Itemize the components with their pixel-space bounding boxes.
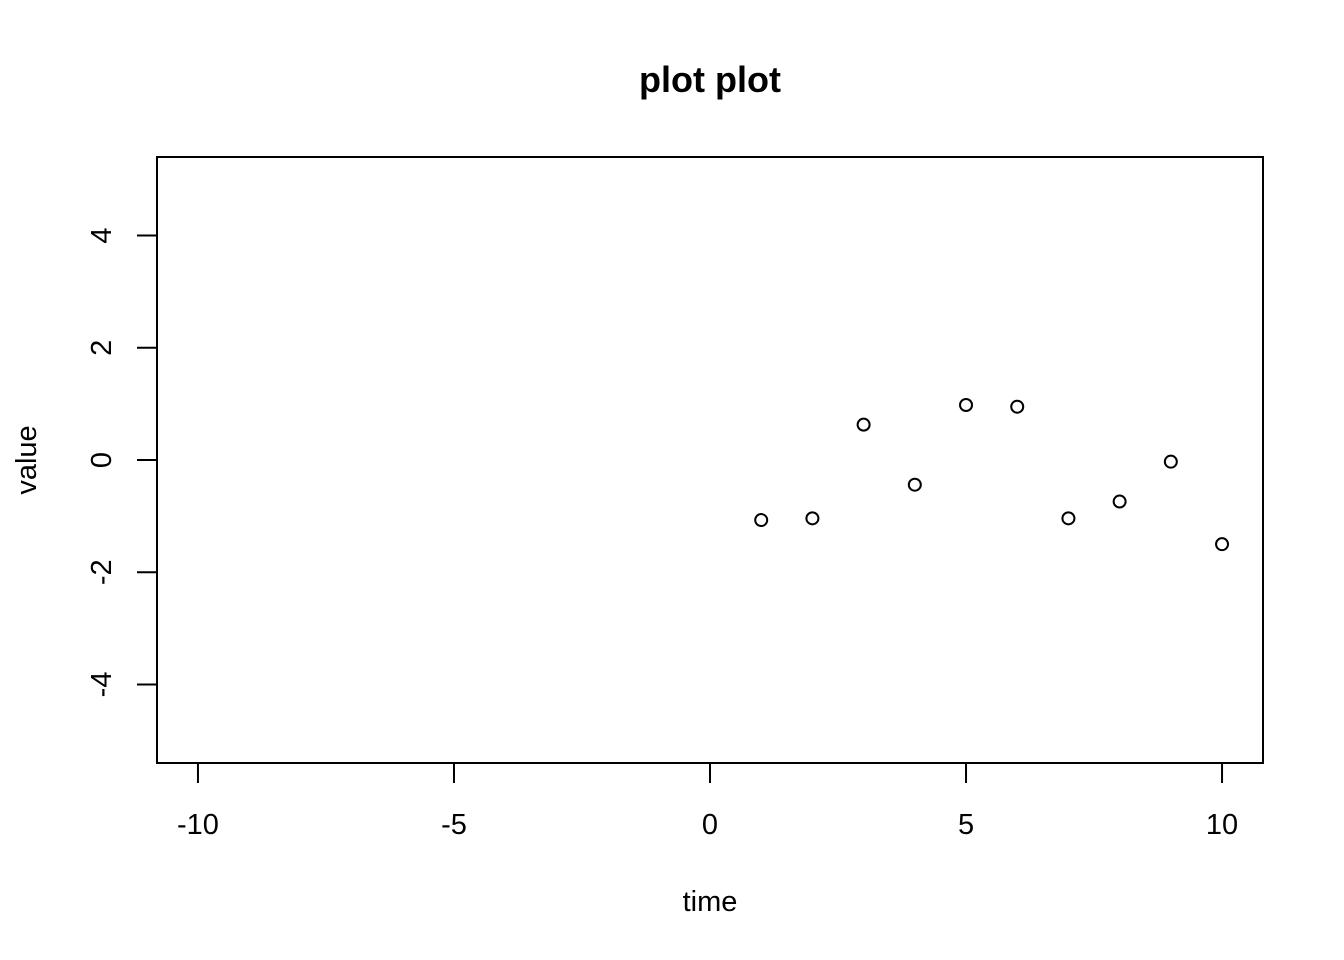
data-point <box>907 477 922 492</box>
y-tick-label: -4 <box>86 672 118 698</box>
data-point <box>959 398 974 413</box>
y-tick-label: 2 <box>86 340 118 356</box>
data-point <box>1010 399 1025 414</box>
data-point <box>1215 537 1230 552</box>
x-tick-label: -10 <box>177 809 219 841</box>
data-point <box>754 513 769 528</box>
y-axis: -4 -2 0 2 4 <box>86 227 158 698</box>
x-tick-label: 10 <box>1206 809 1238 841</box>
x-tick-label: 0 <box>702 809 718 841</box>
data-points <box>754 398 1230 552</box>
x-axis: -10 -5 0 5 10 <box>177 762 1238 841</box>
data-point <box>1163 454 1178 469</box>
data-point <box>856 417 871 432</box>
x-tick-label: 5 <box>958 809 974 841</box>
y-axis-label: value <box>11 425 43 494</box>
x-axis-label: time <box>683 886 738 918</box>
y-tick-label: 4 <box>86 227 118 243</box>
data-point <box>805 511 820 526</box>
plot-frame <box>156 156 1264 764</box>
data-point <box>1061 511 1076 526</box>
y-tick-label: 0 <box>86 452 118 468</box>
y-tick-label: -2 <box>86 559 118 585</box>
chart-title: plot plot <box>639 59 781 100</box>
data-point <box>1112 494 1127 509</box>
x-tick-label: -5 <box>441 809 467 841</box>
